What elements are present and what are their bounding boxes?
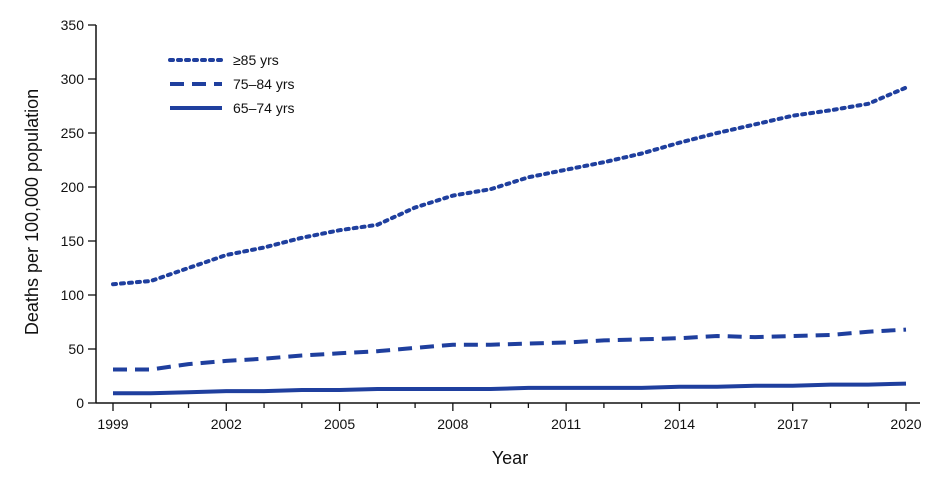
series-line-2 bbox=[113, 327, 907, 372]
series-line-1 bbox=[111, 85, 908, 287]
x-tick-label: 2017 bbox=[777, 416, 808, 432]
series-layer bbox=[111, 85, 908, 396]
legend: ≥85 yrs 75–84 yrs 65–74 yrs bbox=[168, 52, 294, 116]
axes bbox=[95, 25, 920, 404]
x-tick-label: 2002 bbox=[211, 416, 242, 432]
y-axis-ticks: 0 50 100 150 200 250 300 350 bbox=[61, 17, 96, 411]
y-tick-label: 350 bbox=[61, 17, 85, 33]
x-tick-label: 2014 bbox=[664, 416, 695, 432]
y-tick-label: 200 bbox=[61, 179, 85, 195]
y-tick-label: 50 bbox=[68, 341, 84, 357]
y-tick-label: 300 bbox=[61, 71, 85, 87]
x-tick-label: 2008 bbox=[437, 416, 468, 432]
series-line-3 bbox=[113, 381, 907, 396]
x-axis-title: Year bbox=[492, 448, 528, 468]
legend-label: ≥85 yrs bbox=[233, 52, 279, 68]
x-tick-label: 1999 bbox=[97, 416, 128, 432]
x-tick-label: 2020 bbox=[890, 416, 921, 432]
y-tick-label: 150 bbox=[61, 233, 85, 249]
y-tick-label: 250 bbox=[61, 125, 85, 141]
x-tick-label: 2005 bbox=[324, 416, 355, 432]
x-tick-label: 2011 bbox=[551, 416, 581, 432]
legend-label: 65–74 yrs bbox=[233, 100, 294, 116]
y-tick-label: 100 bbox=[61, 287, 85, 303]
legend-label: 75–84 yrs bbox=[233, 76, 294, 92]
y-tick-label: 0 bbox=[76, 395, 84, 411]
x-axis-ticks: 1999 2002 2005 2008 2011 2014 2017 2020 bbox=[97, 403, 922, 432]
y-axis-title: Deaths per 100,000 population bbox=[22, 89, 42, 335]
